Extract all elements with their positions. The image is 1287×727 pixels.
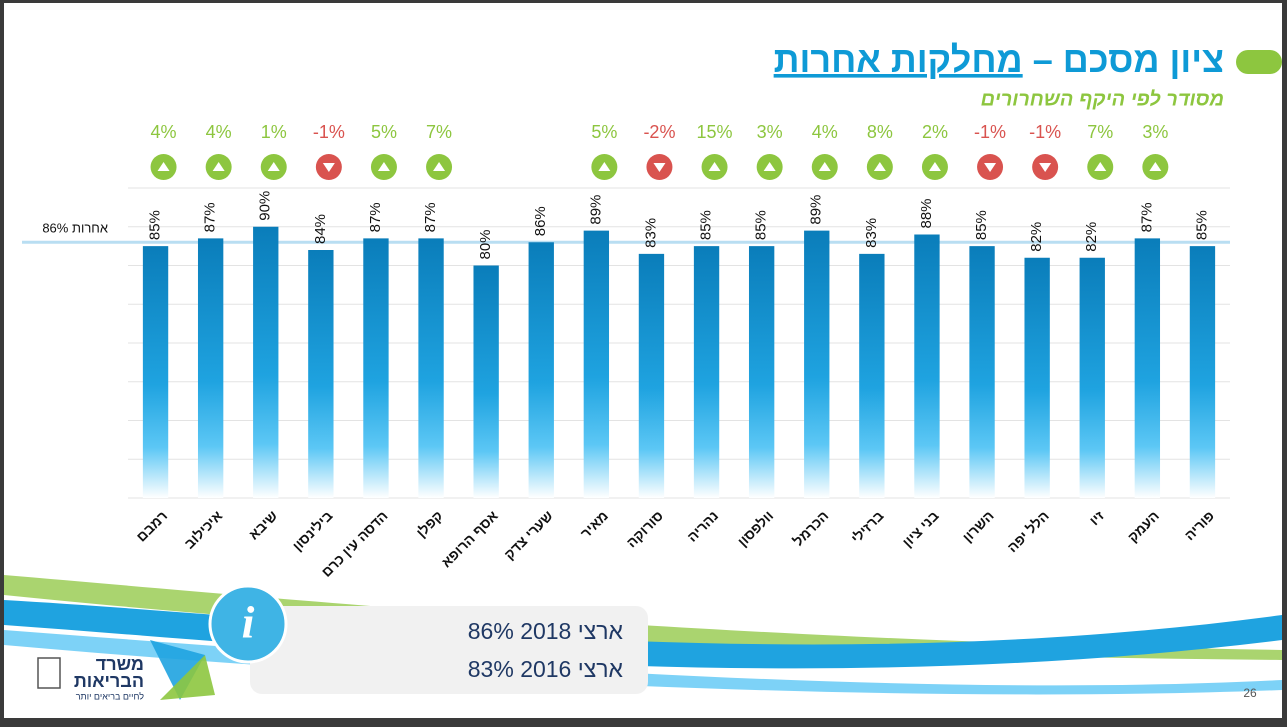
change-arrow [212,162,225,171]
bar [804,230,830,498]
value-label: 83% [642,218,659,248]
swoosh-blue [4,600,1282,669]
title-part: ציון מסכם – [1033,39,1224,80]
bar [1189,246,1216,498]
page-number: 26 [1243,686,1257,700]
bar [363,238,389,498]
value-label: 83% [863,218,880,248]
value-label: 85% [698,210,715,240]
value-label: 80% [477,229,494,259]
bar [748,246,775,498]
title-highlight: מחלקות אחרות [774,39,1023,80]
change-label: 7% [1087,122,1113,142]
footer-strip [4,700,1282,718]
change-arrow [1094,162,1107,171]
change-label: 2% [922,122,948,142]
title-pill [1236,50,1282,74]
bar [197,238,224,498]
bar [914,234,940,498]
bar [693,246,720,498]
value-label: 87% [1138,202,1155,232]
chart-subtitle: מסודר לפי היקף השחרורים [981,88,1224,110]
bar [583,230,610,498]
change-label: 5% [371,122,397,142]
value-label: 86% [532,206,549,236]
value-label: 87% [367,202,384,232]
emblem [37,657,61,689]
value-label: 85% [147,210,164,240]
change-label: 15% [697,122,733,142]
bar [418,238,444,498]
change-label: -1% [313,122,345,142]
change-label: -1% [1029,122,1061,142]
info-line: ארצי 2016 83% [468,656,624,682]
change-arrow [267,162,280,171]
info-icon-glyph: i [242,597,255,648]
logo-text: משרד [96,654,144,674]
change-arrow [708,162,721,171]
value-label: 87% [422,202,439,232]
change-arrow [322,163,335,172]
change-arrow [157,162,170,171]
bar [1079,257,1105,498]
change-arrow [1039,163,1052,172]
change-arrow [818,162,831,171]
value-label: 82% [1028,222,1045,252]
change-arrow [1149,162,1162,171]
value-label: 85% [973,210,990,240]
info-icon [208,584,288,664]
value-label: 87% [202,202,219,232]
change-arrow [598,162,611,171]
bar [473,265,499,498]
change-label: 4% [151,122,177,142]
bar [969,246,995,498]
change-arrow [873,162,886,171]
bar [1024,257,1050,498]
bar [1134,238,1161,498]
value-label: 89% [587,195,604,225]
reference-label: אחרות 86% [42,220,108,235]
logo-text: הבריאות [74,671,144,691]
logo-shape [160,655,215,700]
bar [859,253,885,498]
bar [308,250,334,498]
change-label: 5% [591,122,617,142]
value-label: 89% [808,195,825,225]
change-label: 3% [757,122,783,142]
change-arrow [984,163,997,172]
value-label: 90% [257,191,274,221]
chart-title: ציון מסכם – מחלקות אחרות [774,39,1224,80]
change-label: 4% [206,122,232,142]
change-arrow [653,163,666,172]
bar [638,253,665,498]
value-label: 84% [312,214,329,244]
value-label: 85% [1193,210,1210,240]
value-label: 82% [1083,222,1100,252]
value-label: 88% [918,198,935,228]
info-box [250,606,648,694]
change-label: 7% [426,122,452,142]
change-label: 1% [261,122,287,142]
bar [528,242,554,498]
info-line: ארצי 2018 86% [468,618,624,644]
change-label: 8% [867,122,893,142]
change-label: 4% [812,122,838,142]
value-label: 85% [753,210,770,240]
bar [253,226,279,498]
change-arrow [763,162,776,171]
change-label: -2% [643,122,675,142]
bar [142,246,169,498]
logo-shape [150,640,205,700]
change-arrow [928,162,941,171]
change-arrow [433,162,446,171]
change-label: -1% [974,122,1006,142]
change-arrow [377,162,390,171]
logo-tagline: לחיים בריאים יותר [76,691,144,701]
change-label: 3% [1142,122,1168,142]
